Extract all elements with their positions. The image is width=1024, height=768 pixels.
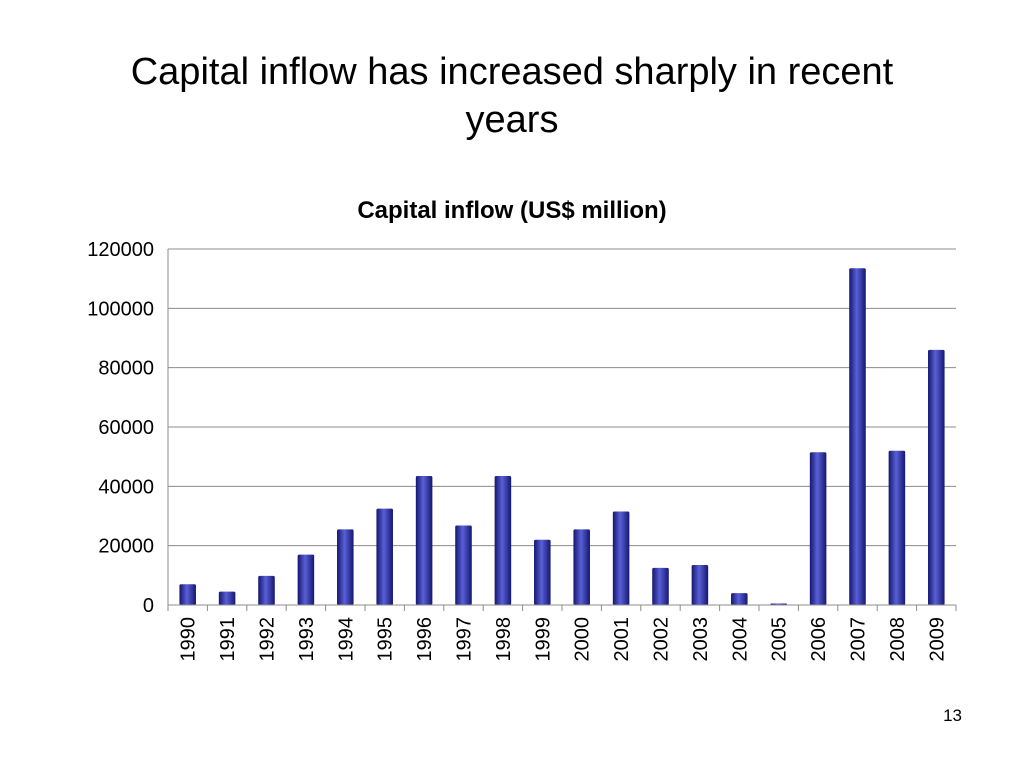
bar-1991: [218, 591, 236, 605]
bar-1998: [494, 475, 512, 605]
slide-number: 13: [943, 706, 962, 725]
chart-container: Capital inflow (US$ million) 0 20000 40000…: [0, 180, 1024, 710]
bar-chart: Capital inflow (US$ million) 0 20000 40000…: [87, 197, 957, 662]
x-tick-label: 2001: [611, 617, 633, 662]
bar-1996: [415, 475, 433, 605]
x-tick-label: 2006: [808, 617, 830, 662]
bar-2006: [809, 452, 827, 605]
slide-title: Capital inflow has increased sharply in …: [130, 51, 894, 141]
x-tick-label: 1990: [178, 617, 200, 662]
x-tick-label: 2005: [769, 617, 791, 662]
x-tick-label: 2004: [729, 617, 751, 662]
x-tick-label: 2002: [651, 617, 673, 662]
grid-lines: [168, 248, 956, 547]
bar-2009: [928, 349, 945, 605]
y-axis-tick-labels: 0 20000 40000 60000 80000 100000 120000: [87, 239, 154, 617]
bar-2001: [612, 511, 630, 605]
x-tick-label: 1994: [335, 617, 357, 662]
y-tick-label: 120000: [87, 239, 154, 261]
x-tick-label: 2007: [848, 617, 870, 662]
x-tick-label: 1995: [375, 617, 397, 662]
y-tick-label: 60000: [98, 417, 154, 439]
bar-1995: [376, 508, 393, 605]
x-tick-label: 1991: [217, 617, 239, 662]
bar-2000: [573, 529, 590, 605]
x-tick-label: 1997: [454, 617, 476, 662]
x-tick-label: 1998: [493, 617, 515, 662]
x-axis-tick-labels: 1990 1991 1992 1993 1994 1995 1996 1997 1998 1999…: [178, 605, 957, 662]
y-tick-label: 20000: [98, 536, 154, 558]
bar-2002: [652, 567, 669, 605]
chart-title: Capital inflow (US$ million): [357, 197, 666, 224]
y-tick-label: 80000: [98, 358, 154, 380]
bars: [179, 268, 945, 605]
bar-2004: [731, 593, 748, 605]
x-tick-label: 2009: [926, 617, 948, 662]
bar-2007: [849, 268, 866, 605]
bar-2003: [691, 564, 709, 605]
bar-1990: [179, 584, 196, 605]
x-tick-label: 2003: [690, 617, 712, 662]
x-tick-label: 2008: [887, 617, 909, 662]
bar-2008: [888, 450, 906, 605]
bar-1994: [337, 529, 354, 605]
x-tick-label: 2000: [572, 617, 594, 662]
x-tick-label: 1996: [414, 617, 436, 662]
x-tick-label: 1993: [296, 617, 318, 662]
bar-1997: [455, 525, 472, 605]
x-tick-label: 1992: [257, 617, 279, 662]
bar-1999: [534, 539, 551, 605]
y-tick-label: 100000: [87, 298, 154, 320]
y-tick-label: 0: [143, 595, 154, 617]
bar-1993: [297, 554, 315, 605]
bar-1992: [258, 575, 275, 605]
y-tick-label: 40000: [98, 476, 154, 498]
axes: [167, 249, 956, 611]
x-tick-label: 1999: [532, 617, 554, 662]
